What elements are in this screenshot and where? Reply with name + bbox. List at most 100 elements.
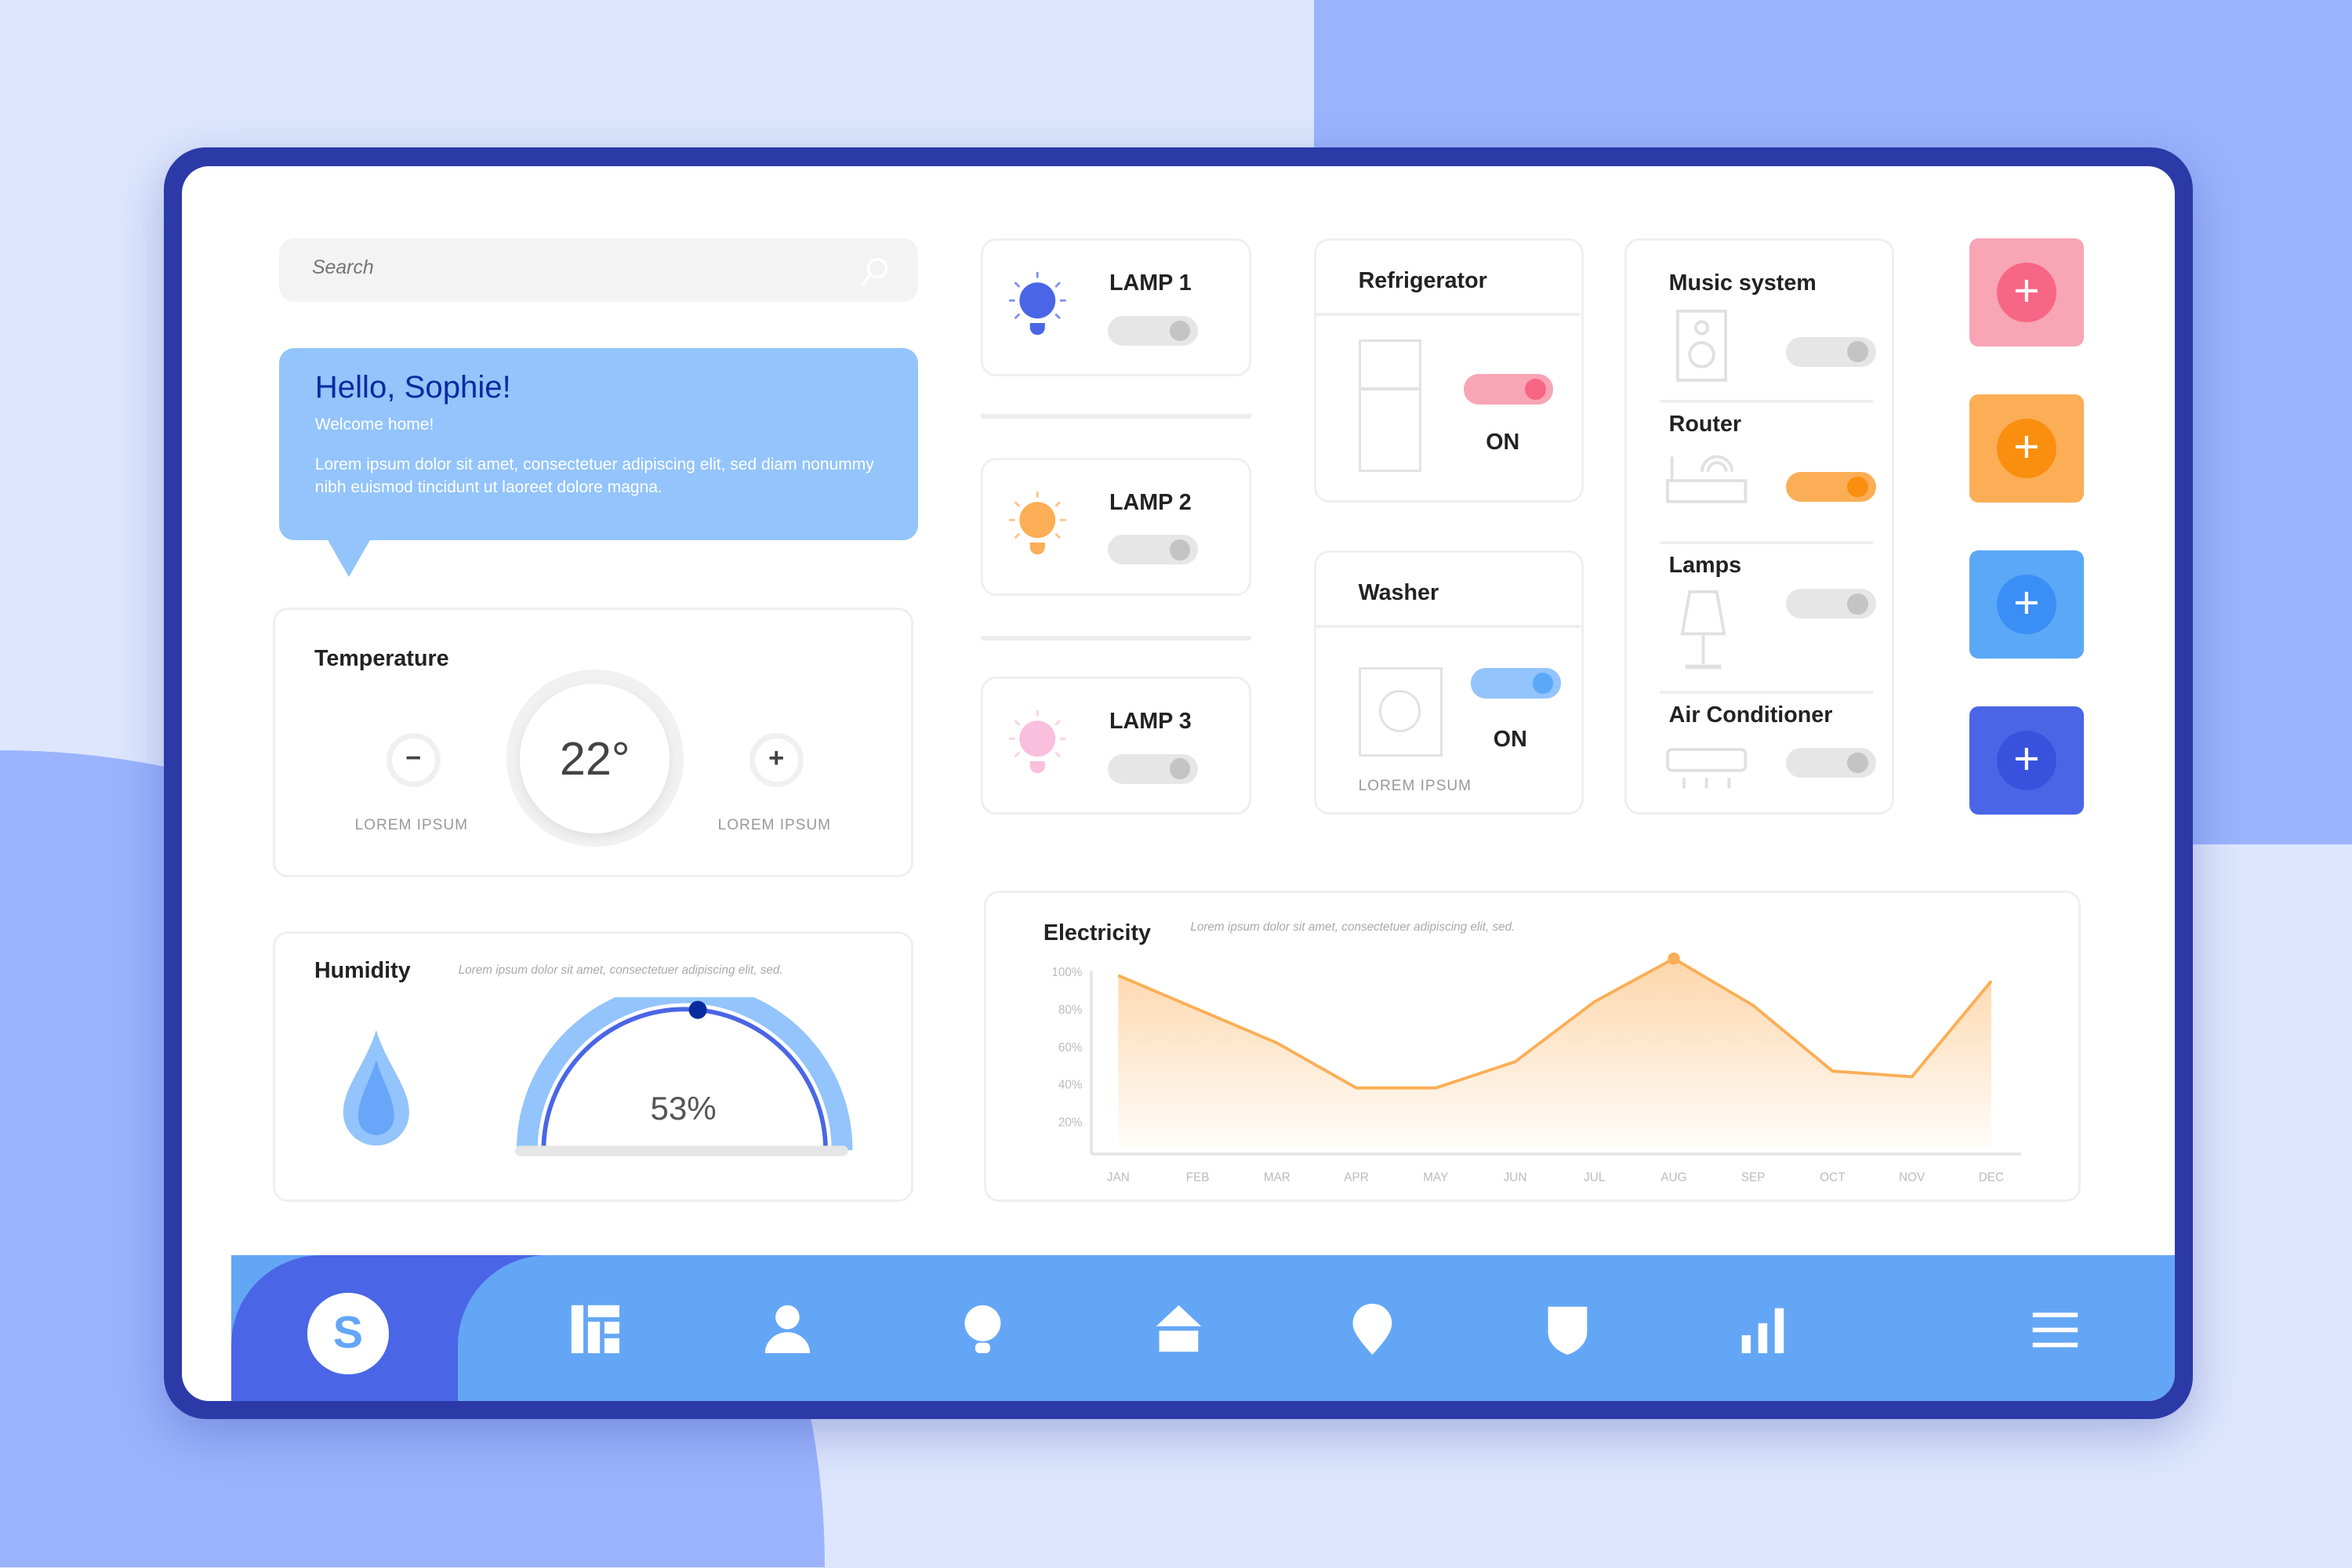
refrigerator-toggle[interactable] <box>1463 374 1554 405</box>
home-icon[interactable] <box>1152 1302 1206 1356</box>
temperature-title: Temperature <box>314 645 449 671</box>
device-label: Lamps <box>1668 553 1742 579</box>
washer-toggle[interactable] <box>1471 668 1561 699</box>
fridge-icon <box>1358 339 1421 472</box>
lamp-toggle[interactable] <box>1108 535 1198 565</box>
lamp-card: LAMP 2 <box>981 457 1251 596</box>
divider <box>1316 625 1581 628</box>
lamp-icon <box>1680 590 1726 670</box>
data-point[interactable] <box>1668 953 1680 965</box>
washer-card: Washer ON LOREM IPSUM <box>1314 550 1584 815</box>
router-icon <box>1665 455 1748 504</box>
humidity-gauge <box>515 996 853 1156</box>
greeting-body: Lorem ipsum dolor sit amet, consectetuer… <box>314 455 874 496</box>
temperature-dial[interactable]: 22° <box>506 670 684 848</box>
minus-caption: LOREM IPSUM <box>354 816 469 833</box>
x-tick-label: OCT <box>1820 1171 1845 1185</box>
washer-status: ON <box>1493 727 1527 753</box>
electricity-card: 100% 80% 60% 40% 20% JAN FEB MAR APR MAY JUN JUL AUG… <box>984 891 2081 1202</box>
light-bulb-icon <box>1008 272 1066 336</box>
increase-temp-button[interactable]: + <box>749 732 804 787</box>
series-line <box>1117 956 1993 1091</box>
lamp-toggle[interactable] <box>1108 753 1198 784</box>
dashboard-screen: Hello, Sophie! Welcome home! Lorem ipsum… <box>181 166 2176 1402</box>
add-device-button[interactable]: + <box>1969 706 2084 815</box>
x-tick-label: JUL <box>1584 1171 1605 1185</box>
washer-icon <box>1358 666 1443 757</box>
search-input[interactable] <box>311 256 822 280</box>
electricity-chart: 100% 80% 60% 40% 20% JAN FEB MAR APR MAY JUN JUL AUG… <box>1051 953 2022 1185</box>
device-label: Music system <box>1668 270 1817 296</box>
decrease-temp-button[interactable]: − <box>386 732 441 787</box>
plus-icon: + <box>1996 262 2057 323</box>
search-bar[interactable] <box>278 238 918 302</box>
light-bulb-icon <box>1008 491 1066 555</box>
device-label: Air Conditioner <box>1668 702 1833 728</box>
washer-caption: LOREM IPSUM <box>1358 778 1472 795</box>
chart-title: Electricity <box>1043 920 1151 946</box>
x-tick-label: DEC <box>1979 1171 2004 1185</box>
search-icon[interactable] <box>858 255 891 288</box>
location-icon[interactable] <box>1345 1302 1399 1356</box>
refrigerator-card: Refrigerator ON <box>1314 238 1584 503</box>
plus-icon: + <box>1996 418 2057 479</box>
lamp-card: LAMP 3 <box>981 676 1251 815</box>
bulb-icon[interactable] <box>956 1302 1010 1356</box>
x-tick-label: AUG <box>1661 1171 1687 1185</box>
x-tick-label: FEB <box>1186 1171 1210 1185</box>
temperature-card: Temperature − LOREM IPSUM 22° + LOREM IP… <box>273 607 914 878</box>
refrigerator-status: ON <box>1486 430 1520 456</box>
gauge-knob[interactable] <box>688 1000 707 1019</box>
divider <box>981 636 1251 641</box>
water-drop-icon <box>343 1029 409 1145</box>
device-toggle[interactable] <box>1785 589 1876 619</box>
dashboard-icon[interactable] <box>568 1302 622 1356</box>
divider <box>1660 400 1873 403</box>
device-toggle[interactable] <box>1785 747 1876 779</box>
light-bulb-icon <box>1008 710 1066 774</box>
y-tick-label: 20% <box>1058 1116 1083 1130</box>
lamp-label: LAMP 2 <box>1109 489 1192 515</box>
humidity-card: Humidity Lorem ipsum dolor sit amet, con… <box>273 931 914 1202</box>
refrigerator-title: Refrigerator <box>1358 267 1487 293</box>
temperature-value: 22° <box>520 683 670 833</box>
speaker-icon <box>1676 310 1728 383</box>
avatar[interactable]: S <box>307 1293 389 1374</box>
x-tick-label: MAY <box>1423 1171 1448 1185</box>
user-icon[interactable] <box>760 1302 815 1356</box>
y-tick-label: 40% <box>1058 1079 1083 1092</box>
menu-icon[interactable] <box>2028 1302 2082 1356</box>
x-tick-label: NOV <box>1899 1171 1926 1185</box>
humidity-title: Humidity <box>314 957 411 983</box>
device-toggle[interactable] <box>1785 471 1876 503</box>
divider <box>981 414 1251 419</box>
lamp-card: LAMP 1 <box>981 238 1251 377</box>
greeting-bubble: Hello, Sophie! Welcome home! Lorem ipsum… <box>278 347 918 540</box>
area-fill <box>1118 959 1992 1149</box>
lamp-label: LAMP 3 <box>1109 709 1192 735</box>
x-tick-label: SEP <box>1741 1171 1766 1185</box>
add-device-button[interactable]: + <box>1969 550 2084 659</box>
plus-caption: LOREM IPSUM <box>717 816 832 833</box>
air-conditioner-icon <box>1665 747 1748 789</box>
plus-icon: + <box>1996 730 2057 791</box>
lamp-label: LAMP 1 <box>1109 270 1192 296</box>
bubble-tail <box>327 538 372 577</box>
y-tick-label: 100% <box>1051 967 1083 980</box>
x-tick-label: APR <box>1344 1171 1368 1185</box>
add-device-button[interactable]: + <box>1969 394 2084 503</box>
bar-chart-icon[interactable] <box>1736 1302 1790 1356</box>
devices-panel: Music system Router Lamps Air Conditioner <box>1624 238 1895 815</box>
shield-icon[interactable] <box>1541 1302 1595 1356</box>
divider <box>1316 313 1581 316</box>
add-device-button[interactable]: + <box>1969 238 2084 347</box>
greeting-title: Hello, Sophie! <box>314 368 511 405</box>
x-tick-label: JAN <box>1107 1171 1130 1185</box>
divider <box>1660 691 1873 694</box>
x-tick-label: JUN <box>1504 1171 1527 1185</box>
chart-subtitle: Lorem ipsum dolor sit amet, consectetuer… <box>1190 920 1515 934</box>
lamp-toggle[interactable] <box>1108 315 1198 347</box>
device-toggle[interactable] <box>1785 336 1876 367</box>
humidity-description: Lorem ipsum dolor sit amet, consectetuer… <box>458 964 783 978</box>
divider <box>1660 540 1873 544</box>
